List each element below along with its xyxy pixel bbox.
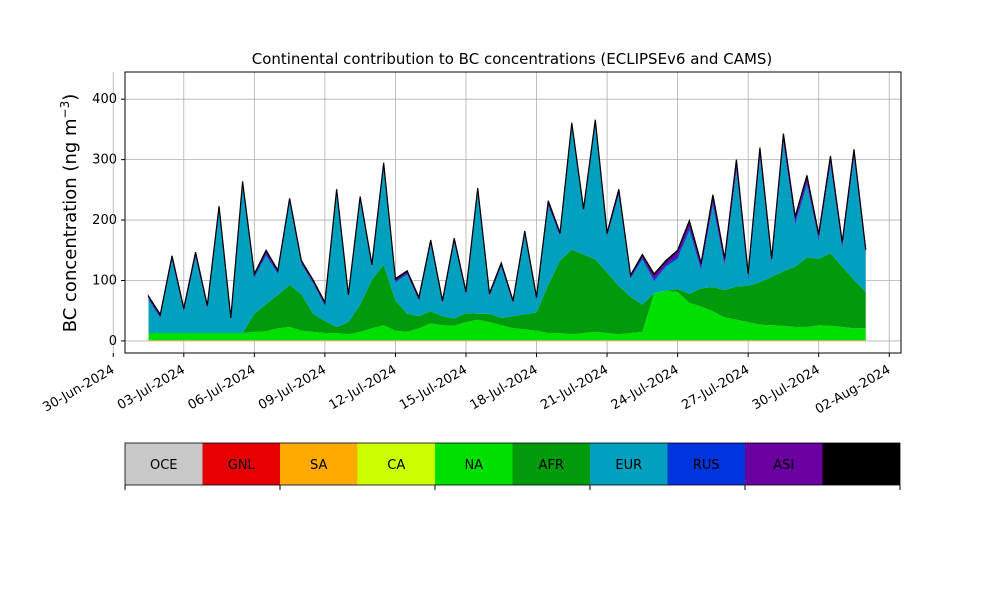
x-tick-label: 03-Jul-2024 xyxy=(115,362,188,413)
y-axis-label-sup: −3 xyxy=(58,101,72,119)
area-eur xyxy=(148,126,866,334)
legend-label: AFR xyxy=(539,458,564,473)
legend-label: EUR xyxy=(615,458,642,473)
legend-swatch-asi xyxy=(745,443,823,485)
y-tick-label: 0 xyxy=(109,334,117,349)
area-afr xyxy=(148,249,866,335)
chart-title: Continental contribution to BC concentra… xyxy=(252,50,773,68)
legend-label: GNL xyxy=(228,458,256,473)
x-tick-label: 27-Jul-2024 xyxy=(679,362,752,413)
y-axis-label-close: ) xyxy=(60,94,81,101)
legend-label: ASI xyxy=(773,458,794,473)
area-aus xyxy=(147,119,867,319)
area-na xyxy=(148,290,866,341)
stacked-areas xyxy=(147,119,867,341)
x-tick-label: 30-Jun-2024 xyxy=(40,362,117,415)
color-legend: OCE GNL SA CA NA AFR EUR RUS ASI AUS xyxy=(124,442,901,490)
y-axis-label: BC concentration (ng m−3) xyxy=(58,94,81,333)
x-tick-label: 09-Jul-2024 xyxy=(256,362,329,413)
y-axis: 0 100 200 300 400 xyxy=(92,92,125,349)
legend-swatch-oce xyxy=(125,443,203,485)
legend-swatch-eur xyxy=(590,443,668,485)
plot-area xyxy=(112,71,902,354)
y-tick-label: 200 xyxy=(92,213,117,228)
legend-label: AUS xyxy=(848,458,875,473)
legend-swatch-aus xyxy=(822,443,900,485)
legend-label: CA xyxy=(387,458,405,473)
legend-swatch-ca xyxy=(357,443,435,485)
x-tick-label: 21-Jul-2024 xyxy=(538,362,611,413)
y-tick-label: 300 xyxy=(92,153,117,168)
x-tick-label: 15-Jul-2024 xyxy=(397,362,470,413)
x-axis: 30-Jun-202403-Jul-202406-Jul-202409-Jul-… xyxy=(40,353,893,418)
legend-frame xyxy=(124,442,901,486)
legend-label: OCE xyxy=(150,458,178,473)
legend-swatch-na xyxy=(435,443,513,485)
legend-swatch-rus xyxy=(667,443,745,485)
y-axis-label-main: BC concentration (ng m xyxy=(60,118,81,332)
plot-frame xyxy=(124,71,902,354)
x-tick-label: 30-Jul-2024 xyxy=(750,362,823,413)
area-sa xyxy=(148,340,866,341)
legend-label: NA xyxy=(464,458,483,473)
x-tick-label: 02-Aug-2024 xyxy=(813,362,893,417)
legend-swatch-gnl xyxy=(202,443,280,485)
y-tick-label: 400 xyxy=(92,92,117,107)
x-tick-label: 24-Jul-2024 xyxy=(609,362,682,413)
legend-label: SA xyxy=(310,458,327,473)
x-tick-label: 12-Jul-2024 xyxy=(327,362,400,413)
y-tick-label: 100 xyxy=(92,273,117,288)
legend-swatch-sa xyxy=(280,443,358,485)
legend-label: RUS xyxy=(693,458,720,473)
x-tick-label: 06-Jul-2024 xyxy=(186,362,259,413)
legend-swatch-afr xyxy=(512,443,590,485)
x-tick-label: 18-Jul-2024 xyxy=(468,362,541,413)
